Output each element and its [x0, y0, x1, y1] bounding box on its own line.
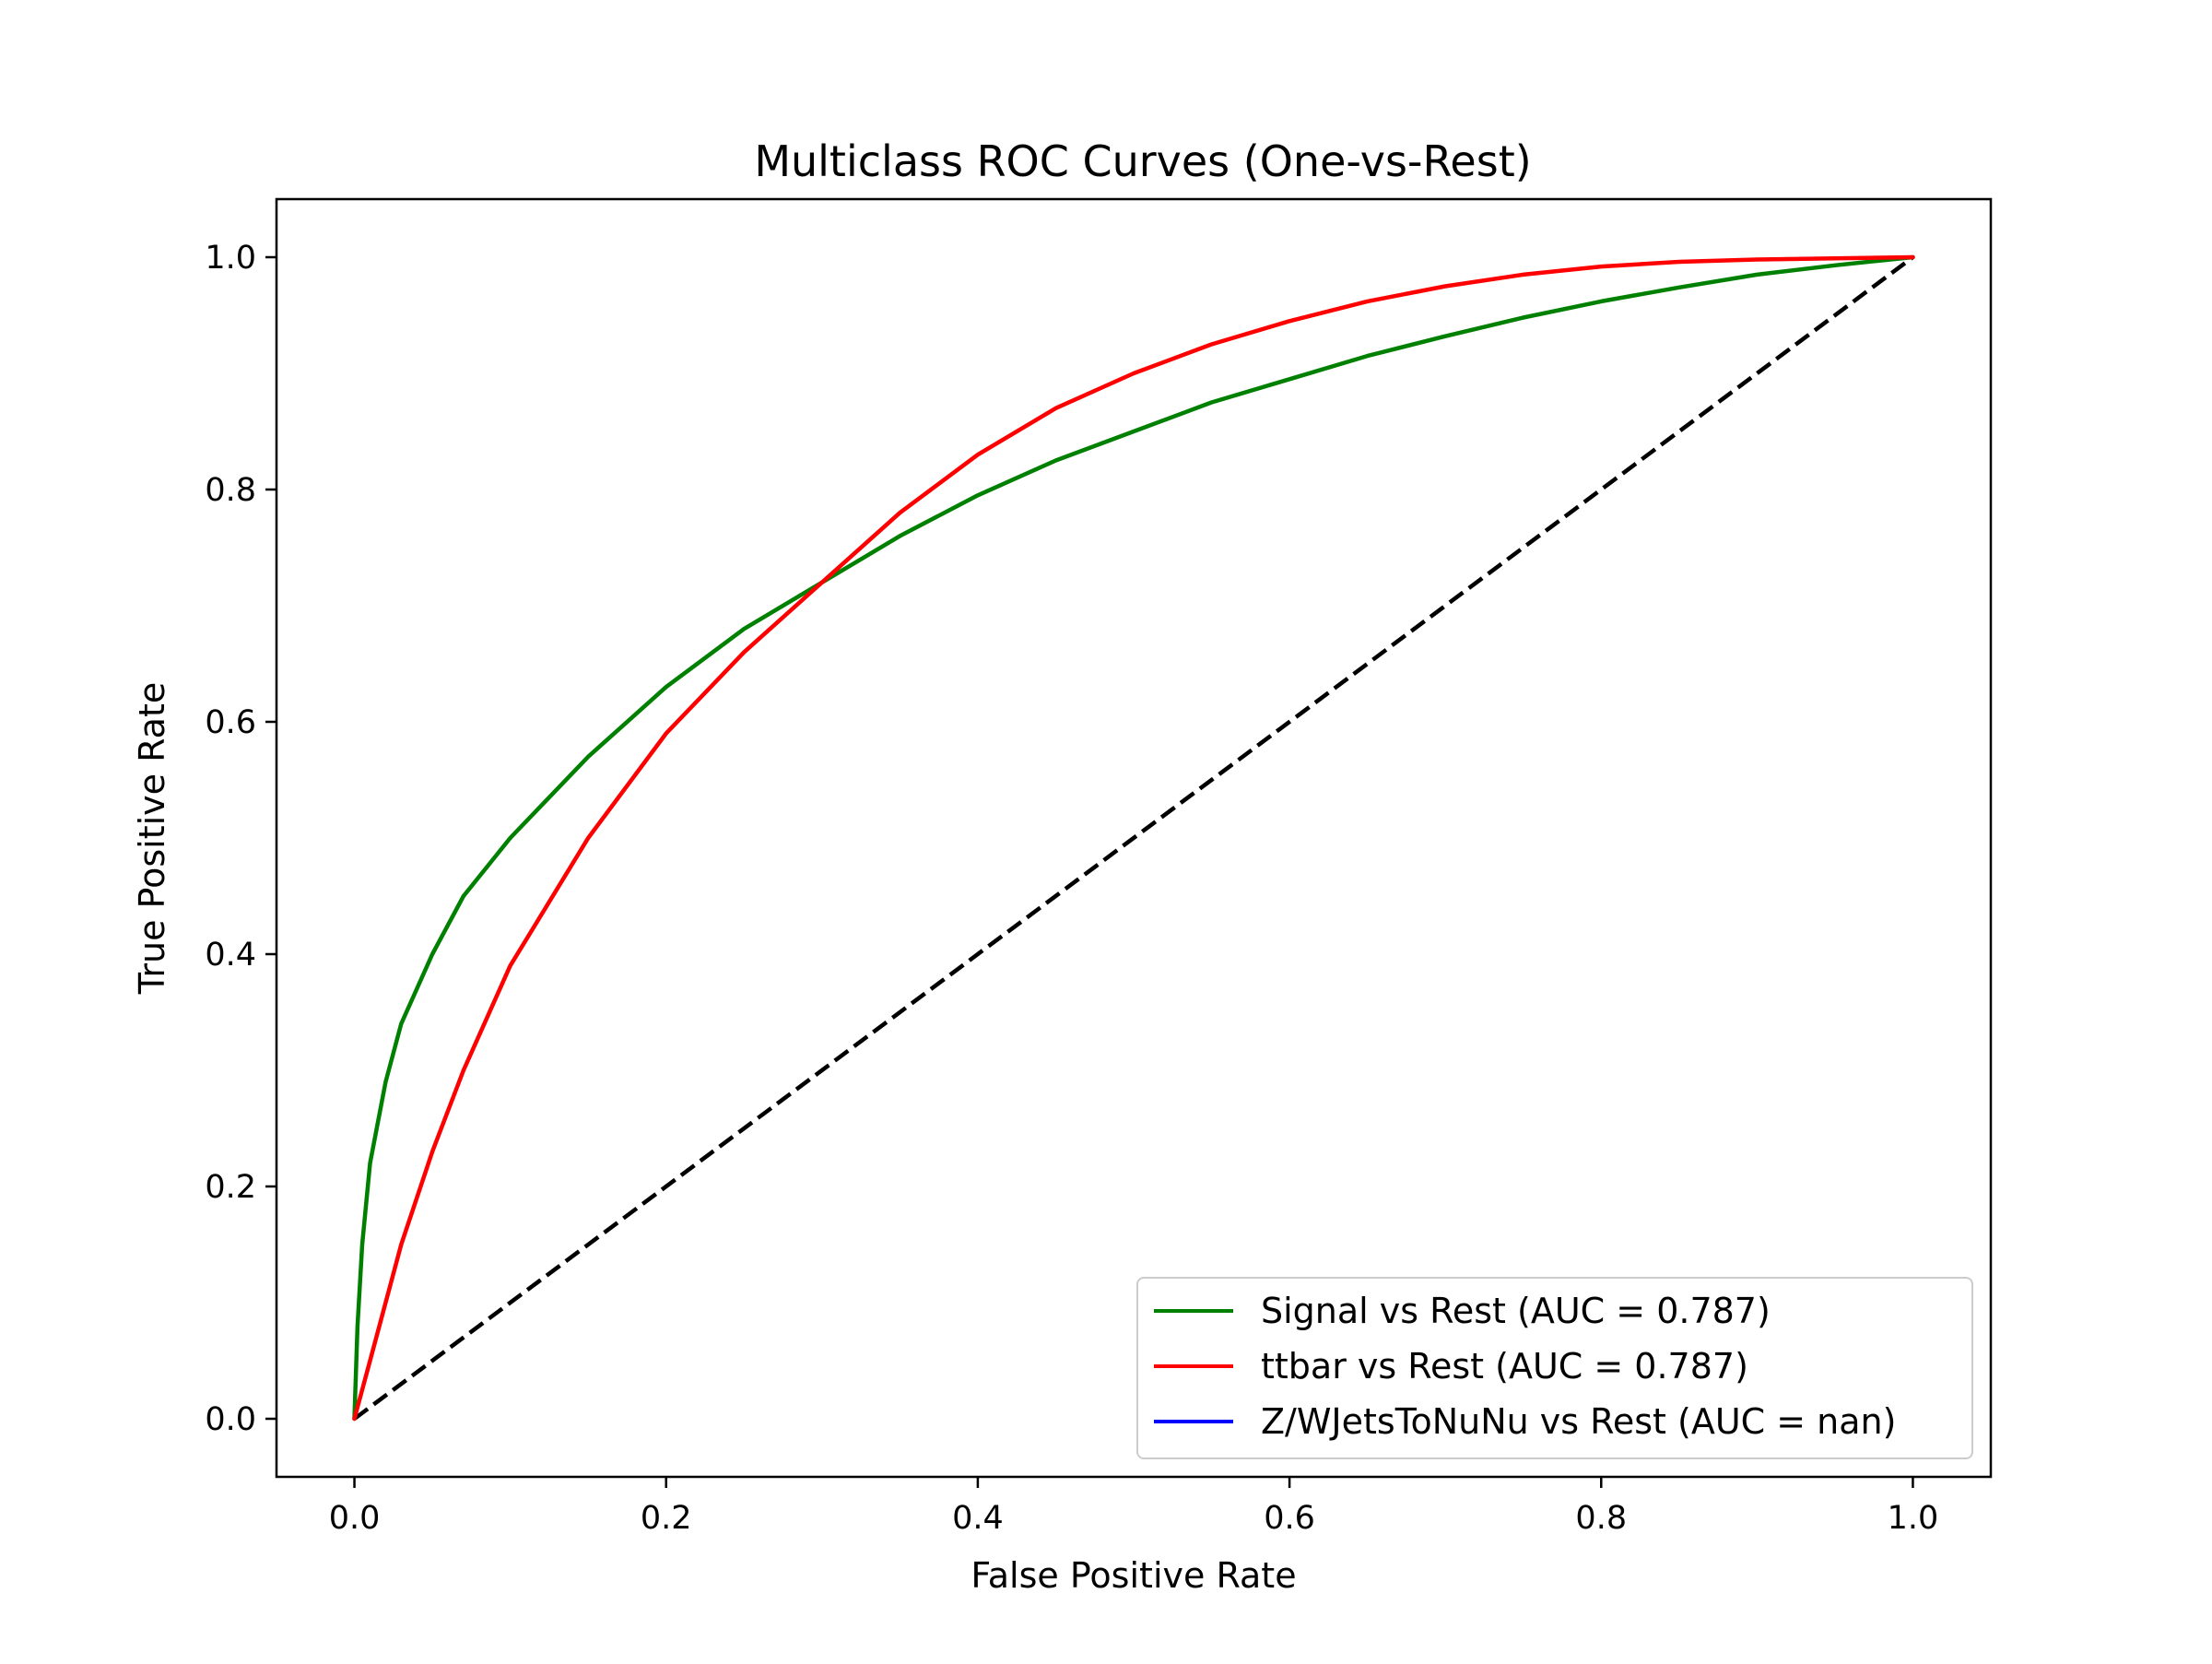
legend: Signal vs Rest (AUC = 0.787) ttbar vs Re…: [1136, 1277, 1973, 1459]
x-tick-label: 0.8: [1575, 1500, 1627, 1537]
legend-label-signal: Signal vs Rest (AUC = 0.787): [1261, 1291, 1771, 1331]
x-tick-label: 0.6: [1264, 1500, 1315, 1537]
legend-frame: [1136, 1277, 1973, 1459]
plot-area: [352, 254, 1915, 1422]
legend-label-ttbar: ttbar vs Rest (AUC = 0.787): [1261, 1346, 1748, 1387]
x-axis-label: False Positive Rate: [971, 1555, 1296, 1596]
chance-diagonal-line: [353, 255, 1914, 1421]
y-tick-label: 0.0: [205, 1401, 256, 1438]
plot-frame: [275, 197, 1993, 1479]
y-tick-label: 0.2: [205, 1169, 256, 1206]
y-axis-label: True Positive Rate: [132, 682, 172, 996]
series-line-signal: [352, 254, 1915, 1422]
y-tick-label: 0.8: [205, 472, 256, 509]
y-tick-label: 0.4: [205, 937, 256, 974]
y-tick-label: 1.0: [205, 240, 256, 277]
x-tick-label: 0.0: [329, 1500, 381, 1537]
legend-label-zwjets: Z/WJetsToNuNu vs Rest (AUC = nan): [1261, 1401, 1896, 1442]
x-tick-label: 0.2: [641, 1500, 692, 1537]
x-tick-label: 0.4: [952, 1500, 1004, 1537]
y-tick-label: 0.6: [205, 704, 256, 741]
axis-ticks: 0.0 0.2 0.4 0.6 0.8 1.0 0.0 0.2 0.4 0.6 0.8 1.0: [205, 240, 1938, 1537]
chart-title: Multiclass ROC Curves (One-vs-Rest): [754, 136, 1531, 186]
series-line-ttbar: [352, 254, 1915, 1422]
x-tick-label: 1.0: [1888, 1500, 1939, 1537]
